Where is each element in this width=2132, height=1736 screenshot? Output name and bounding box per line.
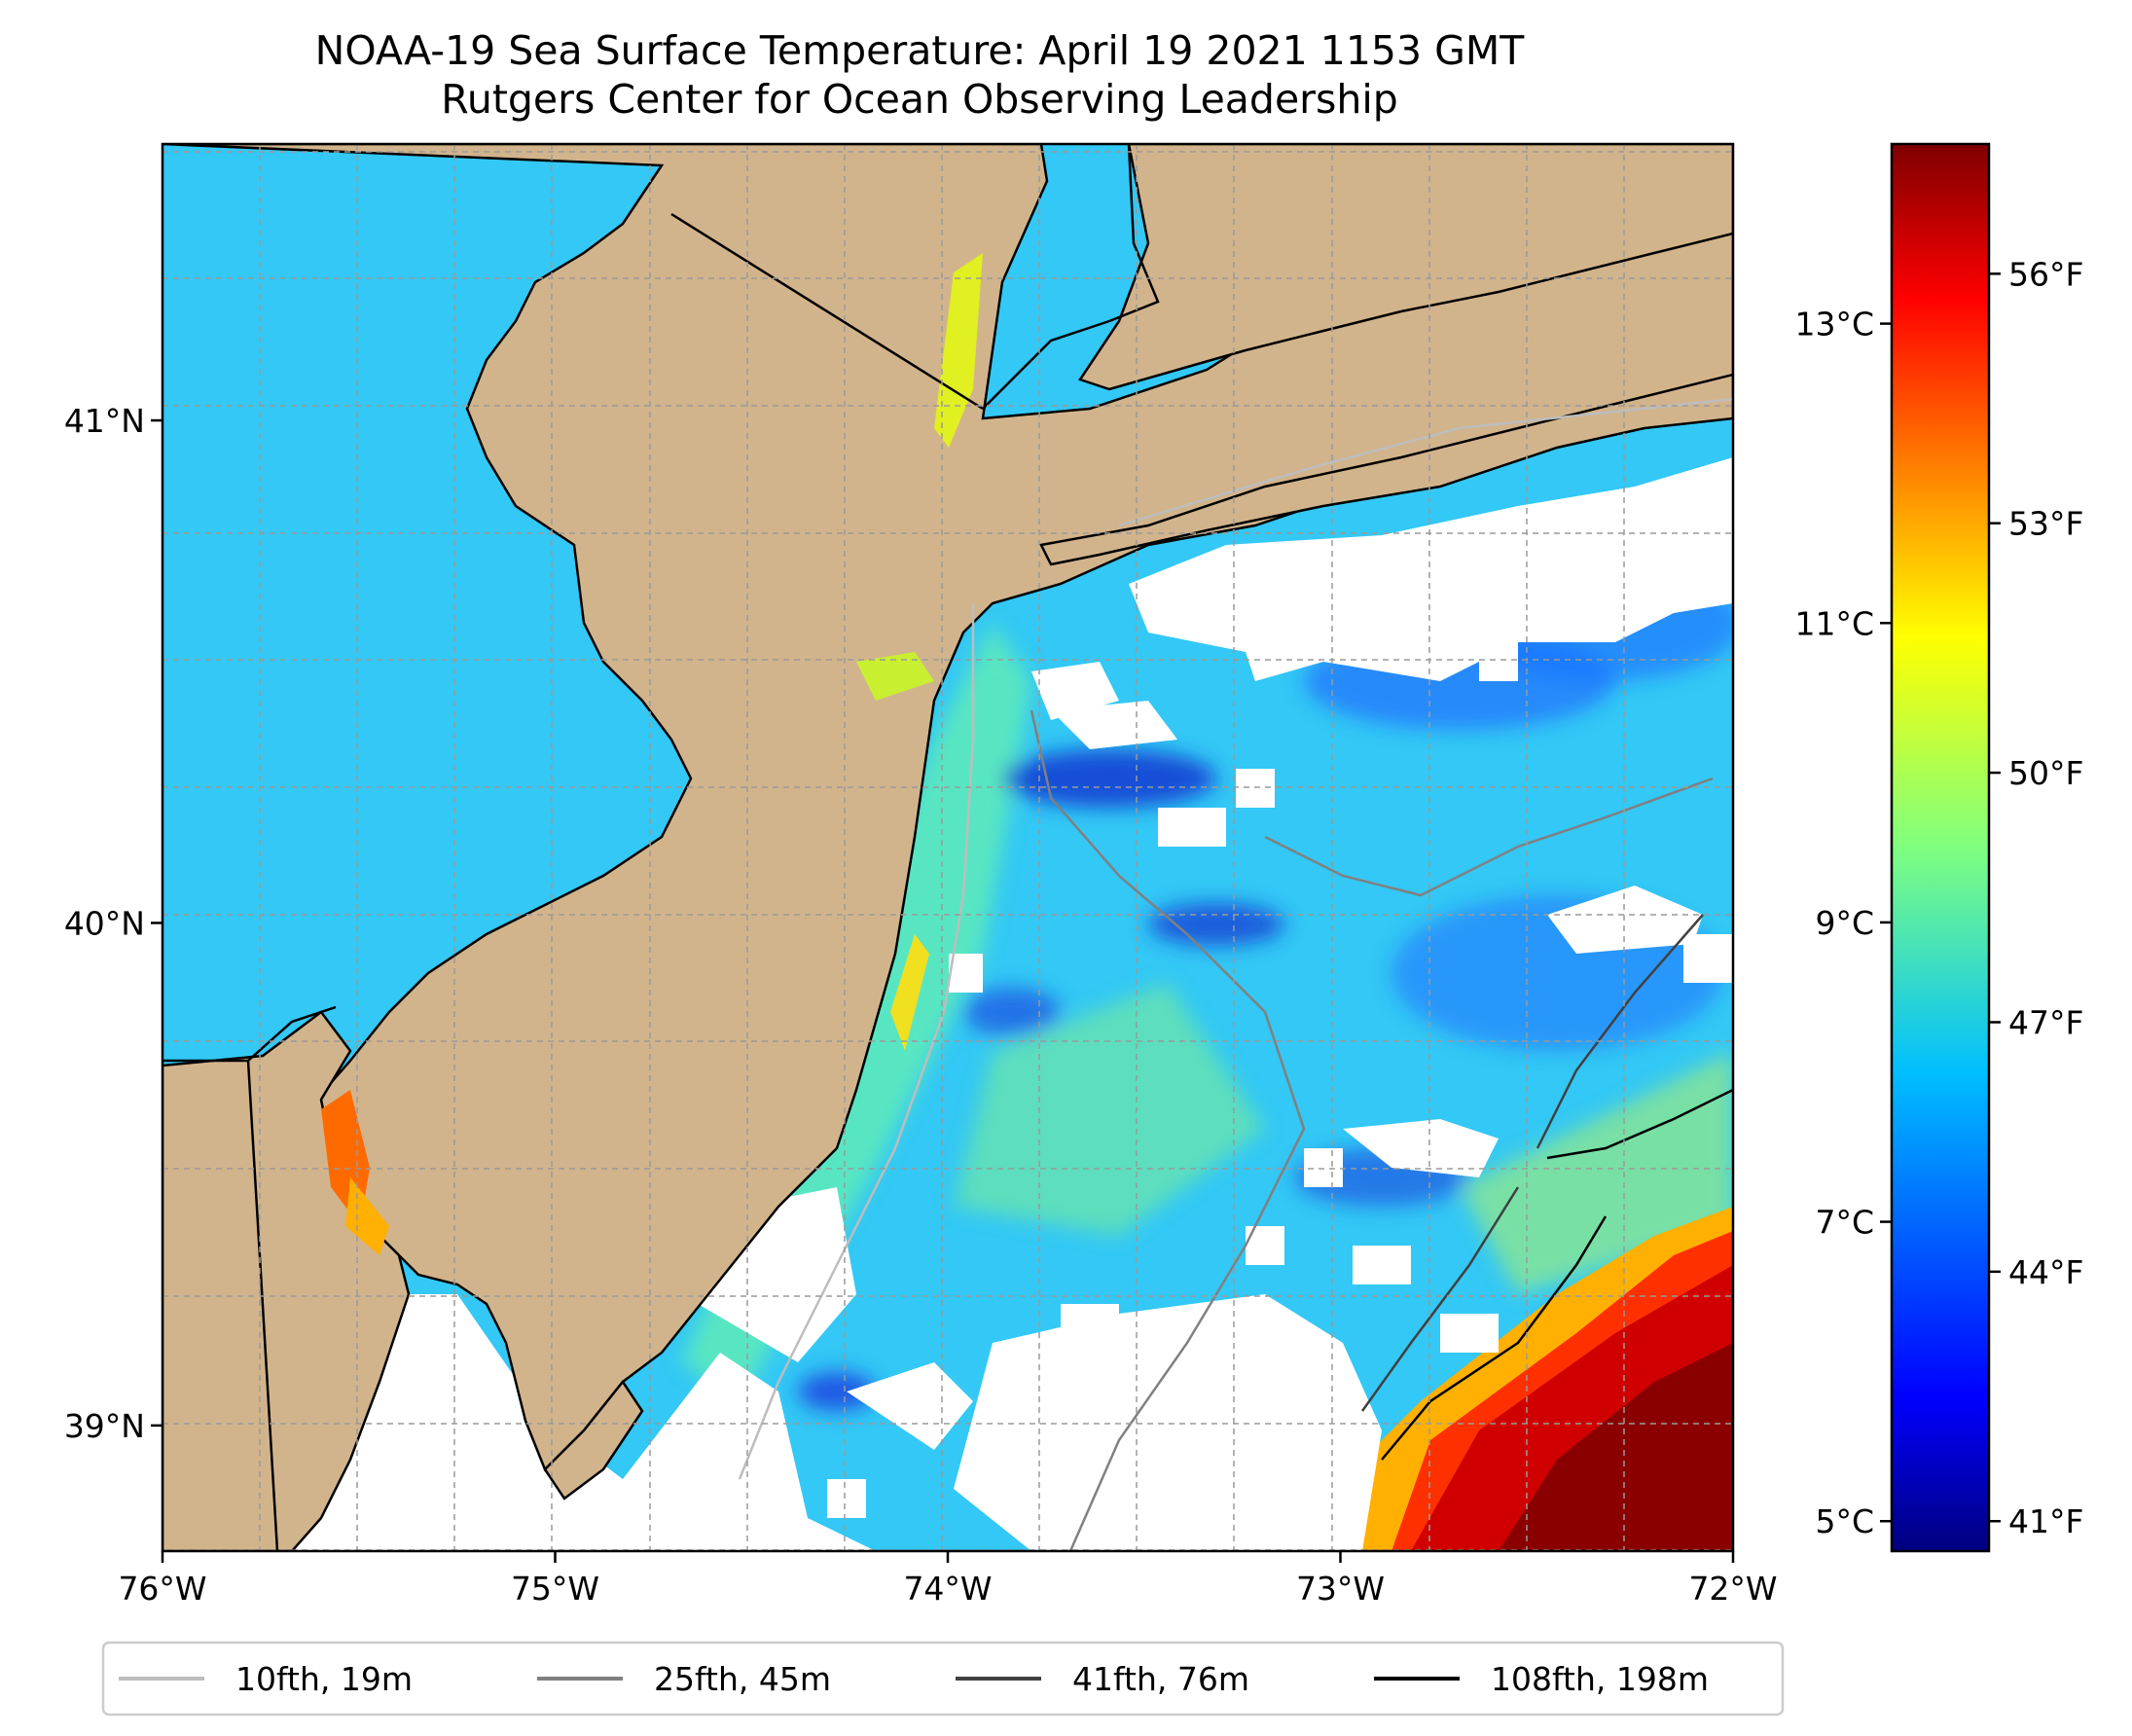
fahrenheit-tick-label: 47°F [2008,1003,2083,1041]
legend-item: 41fth, 76m [956,1660,1249,1698]
map-title: NOAA-19 Sea Surface Temperature: April 1… [314,27,1525,74]
celsius-tick-label: 5°C [1815,1502,1874,1540]
lon-tick-label: 72°W [1688,1570,1777,1608]
celsius-tick-label: 11°C [1794,604,1874,642]
fahrenheit-tick-label: 41°F [2008,1502,2083,1540]
fahrenheit-tick-label: 53°F [2008,505,2083,543]
legend-item: 108fth, 198m [1374,1660,1709,1698]
isobath-legend: 10fth, 19m 25fth, 45m 41fth, 76m 108fth, 19… [101,1641,1785,1717]
legend-label: 10fth, 19m [235,1660,413,1698]
legend-label: 41fth, 76m [1072,1660,1249,1698]
lat-tick-label: 39°N [64,1407,145,1445]
lon-tick-label: 75°W [511,1570,599,1608]
isobath-contours [738,397,1733,1551]
longitude-axis: 76°W 75°W 74°W 73°W 72°W [118,1551,1778,1608]
colorbar-gradient [1892,144,1989,1551]
colorbar-celsius-ticks: 5°C 7°C 9°C 11°C 13°C [1794,306,1892,1540]
fahrenheit-tick-label: 56°F [2008,255,2083,293]
fahrenheit-tick-label: 44°F [2008,1253,2083,1291]
latitude-axis: 39°N 40°N 41°N [64,402,163,1445]
colorbar: 5°C 7°C 9°C 11°C 13°C 41°F 44°F 47°F 50°F 53°F 56… [1794,142,2083,1553]
legend-box [101,1641,1785,1717]
legend-label: 25fth, 45m [654,1660,831,1698]
lon-tick-label: 76°W [118,1570,206,1608]
land-areas [163,144,1733,1551]
fahrenheit-tick-label: 50°F [2008,754,2083,792]
celsius-tick-label: 13°C [1794,306,1874,344]
celsius-tick-label: 9°C [1815,904,1874,942]
legend-item: 25fth, 45m [537,1660,831,1698]
colorbar-fahrenheit-ticks: 41°F 44°F 47°F 50°F 53°F 56°F [1989,255,2083,1540]
warm-water-region [1348,1207,1733,1551]
lat-tick-label: 41°N [64,402,145,440]
map-subtitle: Rutgers Center for Ocean Observing Leade… [441,76,1398,123]
map-area [163,144,1733,1551]
no-data-cloud-mask [163,341,1733,1551]
lon-tick-label: 73°W [1296,1570,1385,1608]
legend-label: 108fth, 198m [1491,1660,1709,1698]
lat-tick-label: 40°N [64,904,145,942]
lon-tick-label: 74°W [903,1570,992,1608]
colorbar-frame [1890,142,1991,1553]
celsius-tick-label: 7°C [1815,1204,1874,1242]
legend-item: 10fth, 19m [119,1660,413,1698]
